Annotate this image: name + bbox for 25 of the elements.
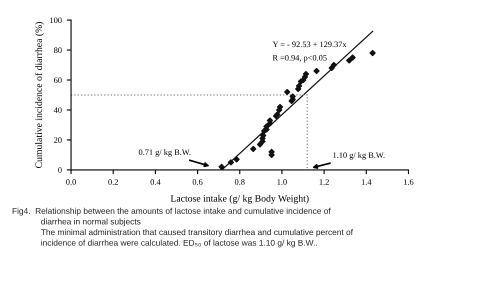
annotation: 1.10 g/ kg B.W. xyxy=(333,152,384,160)
x-tick-label: 1.6 xyxy=(404,179,414,185)
x-tick-label: 0.6 xyxy=(192,179,203,185)
x-tick-label: 0.8 xyxy=(234,179,245,185)
caption: Fig4. Relationship between the amounts of lactose intake and cumulative incidence of xyxy=(12,208,331,216)
x-tick-label: 0.4 xyxy=(150,179,160,185)
annotation: R =0.94, p<0.05 xyxy=(272,55,327,62)
y-tick-label: 20 xyxy=(54,137,62,143)
annotation: Y = - 92.53 + 129.37x xyxy=(272,42,346,48)
text: incidence of diarrhea were calculated. ED₅₀ of lactose was 1.10 g/ kg B.W.. xyxy=(41,240,317,248)
x-tick-label: 1.2 xyxy=(320,179,329,185)
y-tick-label: 80 xyxy=(54,47,62,54)
y-axis-title: Cumulative incidence of diarrhea (%) xyxy=(35,22,44,168)
annotation: 0.71 g/ kg B.W. xyxy=(138,149,190,157)
text: diarrhea in normal subjects xyxy=(41,218,141,226)
y-tick-label: 0 xyxy=(58,167,62,173)
y-tick-label: 100 xyxy=(50,17,62,24)
y-tick-label: 40 xyxy=(54,107,62,113)
x-tick-label: 1.4 xyxy=(362,179,372,185)
x-tick-label: 0.0 xyxy=(66,179,76,185)
x-axis-title: Lactose intake (g/ kg Body Weight) xyxy=(170,194,309,204)
text: The minimal administration that caused transitory diarrhea and cumulative percent of xyxy=(40,229,354,237)
x-tick-label: 1.0 xyxy=(277,179,287,185)
x-tick-label: 0.2 xyxy=(108,179,118,185)
y-tick-label: 60 xyxy=(54,77,62,83)
